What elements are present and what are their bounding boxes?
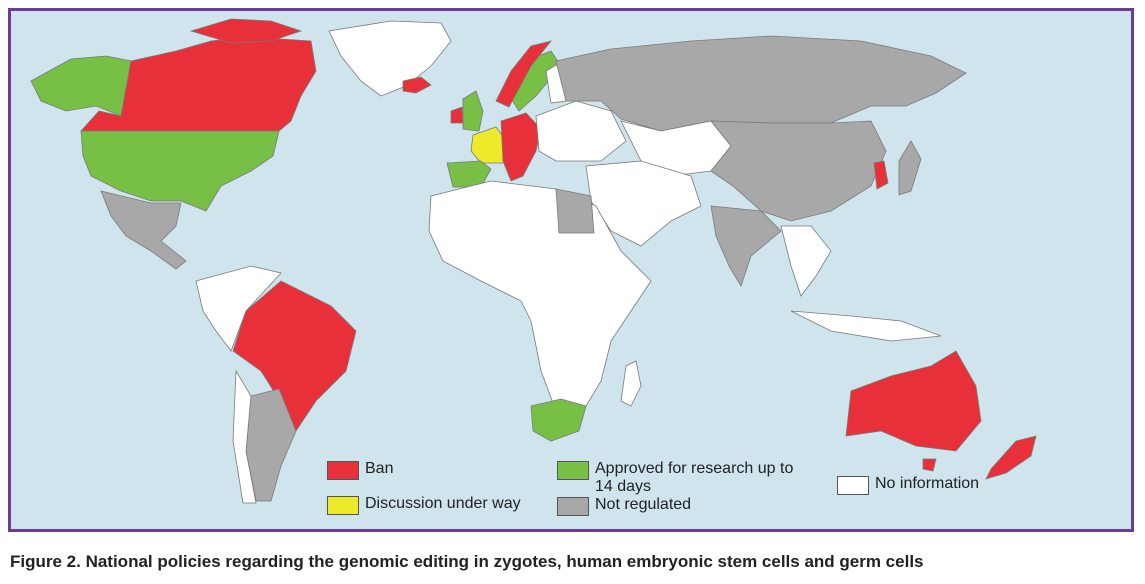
world-map: Ban Discussion under way Approved for re… [8, 8, 1134, 532]
region-madagascar [620, 360, 642, 407]
region-china [710, 120, 887, 222]
region-japan [898, 140, 922, 196]
legend-swatch-approved [557, 461, 589, 480]
region-chile [232, 369, 257, 504]
figure-caption: Figure 2. National policies regarding th… [10, 552, 924, 571]
world-map-svg [30, 18, 1037, 504]
region-canada [80, 35, 317, 132]
legend-swatch-no-information [837, 476, 869, 495]
region-russia [555, 35, 967, 132]
region-norway [495, 40, 553, 108]
region-ireland [450, 106, 464, 124]
region-india [710, 205, 782, 287]
region-brazil [232, 280, 357, 432]
legend-label-approved: Approved for research up to 14 days [595, 460, 794, 495]
region-indonesia [790, 310, 942, 342]
legend-swatch-discussion [327, 496, 359, 515]
region-usa [80, 130, 280, 212]
legend-item-no-information: No information [837, 475, 979, 495]
legend-label-ban: Ban [365, 460, 394, 477]
legend-swatch-not-regulated [557, 497, 589, 516]
legend-label-not-regulated: Not regulated [595, 496, 692, 513]
legend-item-ban: Ban [327, 460, 393, 480]
region-south-africa [530, 398, 587, 442]
legend-label-discussion: Discussion under way [365, 495, 521, 512]
region-korea [873, 160, 889, 190]
region-france [470, 126, 509, 164]
region-southeast-asia [780, 225, 832, 297]
region-egypt [555, 188, 595, 234]
region-arctic-islands [189, 18, 303, 44]
legend-item-not-regulated: Not regulated [557, 496, 691, 516]
legend-label-no-information: No information [875, 475, 980, 492]
region-iceland [402, 76, 432, 94]
region-south-america-north [195, 265, 282, 352]
region-eastern-europe [535, 100, 627, 162]
region-mexico [100, 190, 187, 270]
region-alaska [30, 55, 132, 117]
legend-item-approved: Approved for research up to 14 days [557, 460, 817, 496]
region-central-europe [500, 112, 542, 182]
legend-swatch-ban [327, 461, 359, 480]
region-new-zealand [985, 435, 1037, 480]
region-greenland [328, 20, 452, 97]
region-uk [462, 90, 484, 132]
region-tasmania [922, 458, 937, 472]
legend-item-discussion: Discussion under way [327, 495, 521, 515]
region-iberia [446, 160, 492, 188]
region-australia [845, 350, 982, 452]
